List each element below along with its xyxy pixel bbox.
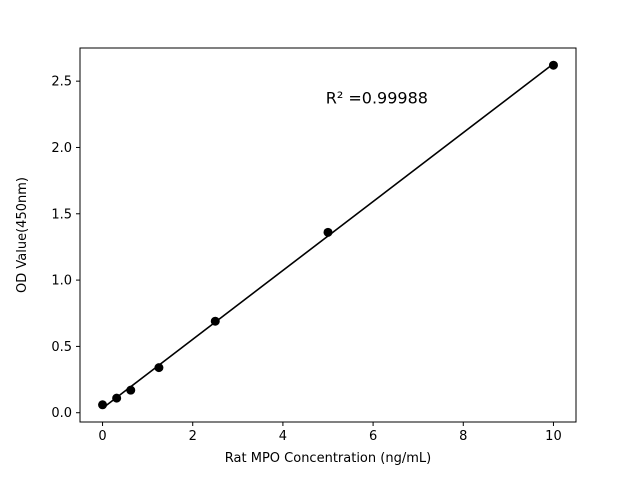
data-point <box>112 393 122 403</box>
y-tick-label: 1.0 <box>51 274 72 289</box>
data-point <box>154 363 164 373</box>
y-tick-label: 2.0 <box>51 141 72 156</box>
data-point <box>323 227 333 237</box>
x-axis-label: Rat MPO Concentration (ng/mL) <box>225 451 431 466</box>
x-tick-label: 2 <box>189 429 197 444</box>
x-tick-label: 4 <box>279 429 287 444</box>
y-tick-label: 0.0 <box>51 406 72 421</box>
x-tick-label: 0 <box>98 429 106 444</box>
x-tick-label: 6 <box>369 429 377 444</box>
data-point <box>210 316 220 326</box>
r-squared-annotation: R² =0.99988 <box>326 89 428 108</box>
y-tick-label: 2.5 <box>51 75 72 90</box>
data-point <box>126 385 136 395</box>
x-tick-label: 10 <box>545 429 562 444</box>
x-tick-label: 8 <box>459 429 467 444</box>
y-tick-label: 0.5 <box>51 340 72 355</box>
axes-box <box>79 47 577 423</box>
data-point <box>98 400 108 410</box>
data-point <box>548 60 558 70</box>
y-axis-label: OD Value(450nm) <box>15 177 30 293</box>
y-tick-label: 1.5 <box>51 207 72 222</box>
